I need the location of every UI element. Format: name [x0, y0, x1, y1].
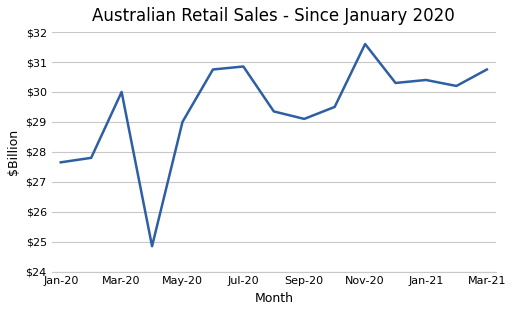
X-axis label: Month: Month	[254, 292, 293, 305]
Y-axis label: $Billion: $Billion	[7, 129, 20, 175]
Title: Australian Retail Sales - Since January 2020: Australian Retail Sales - Since January …	[93, 7, 455, 25]
